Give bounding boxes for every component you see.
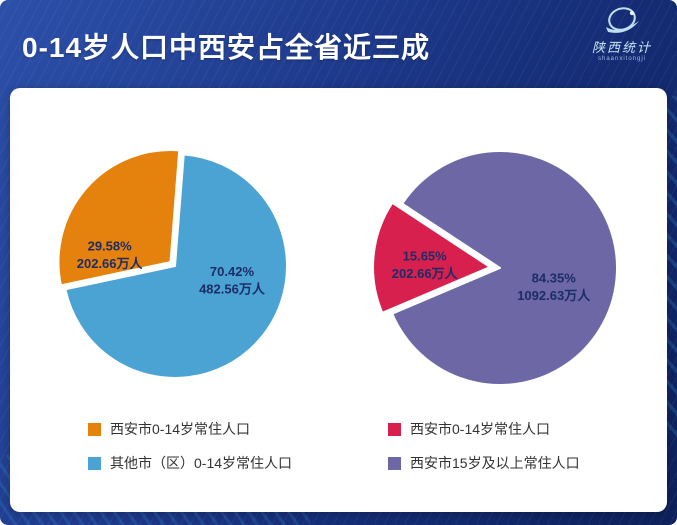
pie-slice-label: 84.35% 1092.63万人 [517, 270, 591, 303]
legend-left: 西安市0-14岁常住人口 其他市（区）0-14岁常住人口 [88, 422, 292, 470]
pie-slice-label: 70.42% 482.56万人 [199, 264, 266, 297]
legend-swatch-blue [88, 456, 101, 470]
legend-swatch-purple [388, 456, 401, 470]
legend-right: 西安市0-14岁常住人口 西安市15岁及以上常住人口 [388, 422, 580, 470]
pie-slice-label: 15.65% 202.66万人 [392, 249, 459, 282]
pie-slice [372, 201, 492, 314]
legend-label: 西安市15岁及以上常住人口 [410, 455, 580, 471]
chart-card: 29.58% 202.66万人 70.42% 482.56万人 15.65% 202.6… [10, 88, 667, 512]
pie-slice-label: 29.58% 202.66万人 [77, 238, 144, 271]
legend-swatch-orange [88, 422, 101, 436]
legend-item: 西安市0-14岁常住人口 [88, 422, 292, 436]
pie-chart-left: 29.58% 202.66万人 70.42% 482.56万人 [57, 149, 288, 379]
logo-swoosh-icon [606, 7, 639, 33]
logo-subtitle: shaanxitongji [597, 56, 647, 62]
legend-item: 西安市0-14岁常住人口 [388, 422, 580, 436]
legend-item: 其他市（区）0-14岁常住人口 [88, 456, 292, 470]
logo-text: 陕西统计 [591, 41, 652, 56]
pie-slice [57, 149, 181, 287]
legend-label: 西安市0-14岁常住人口 [410, 421, 551, 437]
org-logo: 陕西统计 shaanxitongji [579, 5, 665, 62]
legend-label: 其他市（区）0-14岁常住人口 [110, 455, 293, 471]
pie-slice [64, 153, 288, 379]
page-title: 0-14岁人口中西安占全省近三成 [22, 32, 431, 63]
legend-swatch-red [388, 422, 401, 436]
legend-label: 西安市0-14岁常住人口 [110, 421, 251, 437]
pie-chart-right: 15.65% 202.66万人 84.35% 1092.63万人 [372, 150, 618, 386]
legend-item: 西安市15岁及以上常住人口 [388, 456, 580, 470]
pie-slice [391, 150, 618, 386]
